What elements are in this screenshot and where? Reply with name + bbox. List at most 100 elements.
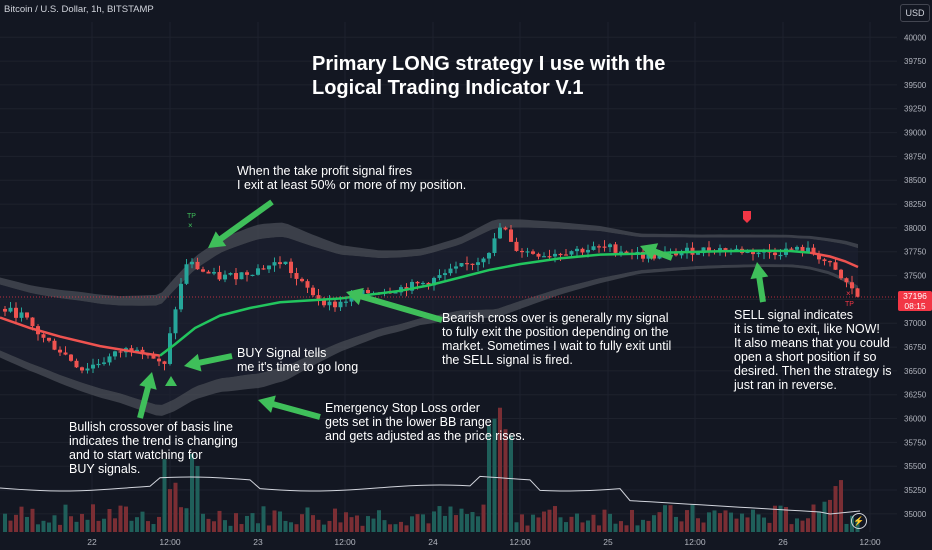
y-tick-label: 38000: [904, 224, 927, 233]
x-tick-label: 12:00: [509, 537, 531, 547]
candle-body: [542, 256, 546, 258]
y-tick-label: 36750: [904, 343, 927, 352]
candle-body: [492, 238, 497, 253]
clock-icon[interactable]: ⚡: [851, 513, 867, 529]
volume-bar: [300, 514, 304, 532]
volume-bar: [652, 515, 656, 532]
volume-bar: [162, 459, 167, 532]
volume-bar: [437, 506, 442, 532]
volume-bar: [135, 517, 139, 532]
volume-bar: [261, 506, 266, 532]
volume-bar: [740, 513, 744, 532]
volume-bar: [338, 522, 343, 532]
volume-bar: [256, 523, 260, 532]
candle-body: [305, 281, 310, 288]
candle-body: [778, 254, 783, 257]
volume-bar: [828, 499, 832, 532]
x-tick-label: 22: [87, 537, 97, 547]
candle-body: [74, 360, 79, 368]
candle-body: [157, 358, 161, 362]
candle-body: [151, 355, 156, 359]
candle-body: [773, 252, 777, 256]
candle-body: [333, 301, 337, 308]
volume-bar: [140, 511, 145, 532]
candle-body: [129, 348, 134, 352]
note-line: BUY signals.: [69, 462, 141, 476]
volume-bar: [591, 514, 596, 532]
y-tick-label: 39000: [904, 129, 927, 138]
volume-bar: [487, 425, 491, 532]
volume-bar: [580, 522, 585, 532]
volume-bar: [305, 507, 310, 532]
candle-body: [366, 290, 370, 294]
volume-bar: [784, 506, 788, 532]
candle-body: [234, 273, 238, 280]
candle-body: [811, 247, 816, 254]
x-icon: ×: [188, 221, 193, 230]
note-line: open a short position if so: [734, 350, 877, 364]
candle-body: [294, 273, 299, 279]
volume-bar: [371, 518, 376, 532]
candle-body: [107, 356, 112, 363]
volume-bar: [234, 513, 238, 532]
volume-bar: [624, 525, 629, 532]
volume-bar: [597, 525, 601, 532]
candle-body: [470, 263, 475, 265]
candle-body: [245, 272, 249, 275]
volume-bar: [696, 518, 700, 532]
y-tick-label: 36000: [904, 415, 927, 424]
arrow-bullish-crossover: [137, 372, 157, 419]
volume-bar: [619, 521, 623, 532]
currency-button[interactable]: USD: [900, 4, 930, 22]
candle-body: [190, 261, 194, 265]
volume-bar: [531, 514, 535, 532]
candle-body: [322, 299, 326, 306]
candle-body: [641, 251, 645, 259]
candle-body: [855, 288, 860, 297]
volume-bar: [481, 504, 486, 532]
volume-bar: [503, 429, 508, 532]
note-line: and gets adjusted as the price rises.: [325, 429, 526, 443]
candle-body: [195, 261, 200, 270]
y-tick-label: 37000: [904, 319, 927, 328]
volume-bar: [19, 506, 24, 532]
candle-body: [360, 290, 365, 296]
volume-bar: [311, 515, 315, 532]
candle-body: [410, 281, 414, 291]
candle-body: [789, 248, 794, 250]
x-tick-label: 12:00: [159, 537, 181, 547]
candle-body: [751, 250, 755, 255]
candle-body: [822, 259, 827, 262]
candle-body: [437, 275, 442, 278]
y-tick-label: 38500: [904, 176, 927, 185]
candle-body: [756, 252, 761, 255]
volume-bar: [602, 509, 607, 532]
y-tick-label: 35250: [904, 486, 927, 495]
volume-bar: [509, 435, 513, 532]
candle-body: [734, 248, 739, 251]
candle-body: [586, 249, 590, 253]
candle-body: [212, 272, 216, 274]
volume-bar: [228, 525, 233, 532]
take-profit-note: When the take profit signal fires I exit…: [237, 164, 466, 192]
volume-ma-line: [0, 475, 861, 515]
candle-body: [415, 281, 420, 284]
note-line: just ran in reverse.: [734, 378, 837, 392]
y-tick-label: 38750: [904, 152, 927, 161]
y-tick-label: 39250: [904, 105, 927, 114]
candle-body: [707, 247, 711, 252]
volume-bar: [668, 505, 673, 532]
tp-label: TP: [187, 213, 196, 220]
volume-bar: [569, 516, 574, 532]
volume-bar: [646, 520, 651, 532]
volume-bar: [586, 520, 590, 532]
volume-bar: [459, 508, 464, 532]
volume-bar: [751, 509, 755, 532]
y-tick-label: 38250: [904, 200, 927, 209]
candle-body: [828, 261, 832, 263]
volume-bar: [283, 520, 288, 532]
candle-body: [795, 246, 799, 250]
y-tick-label: 39750: [904, 57, 927, 66]
volume-bar: [190, 453, 194, 532]
